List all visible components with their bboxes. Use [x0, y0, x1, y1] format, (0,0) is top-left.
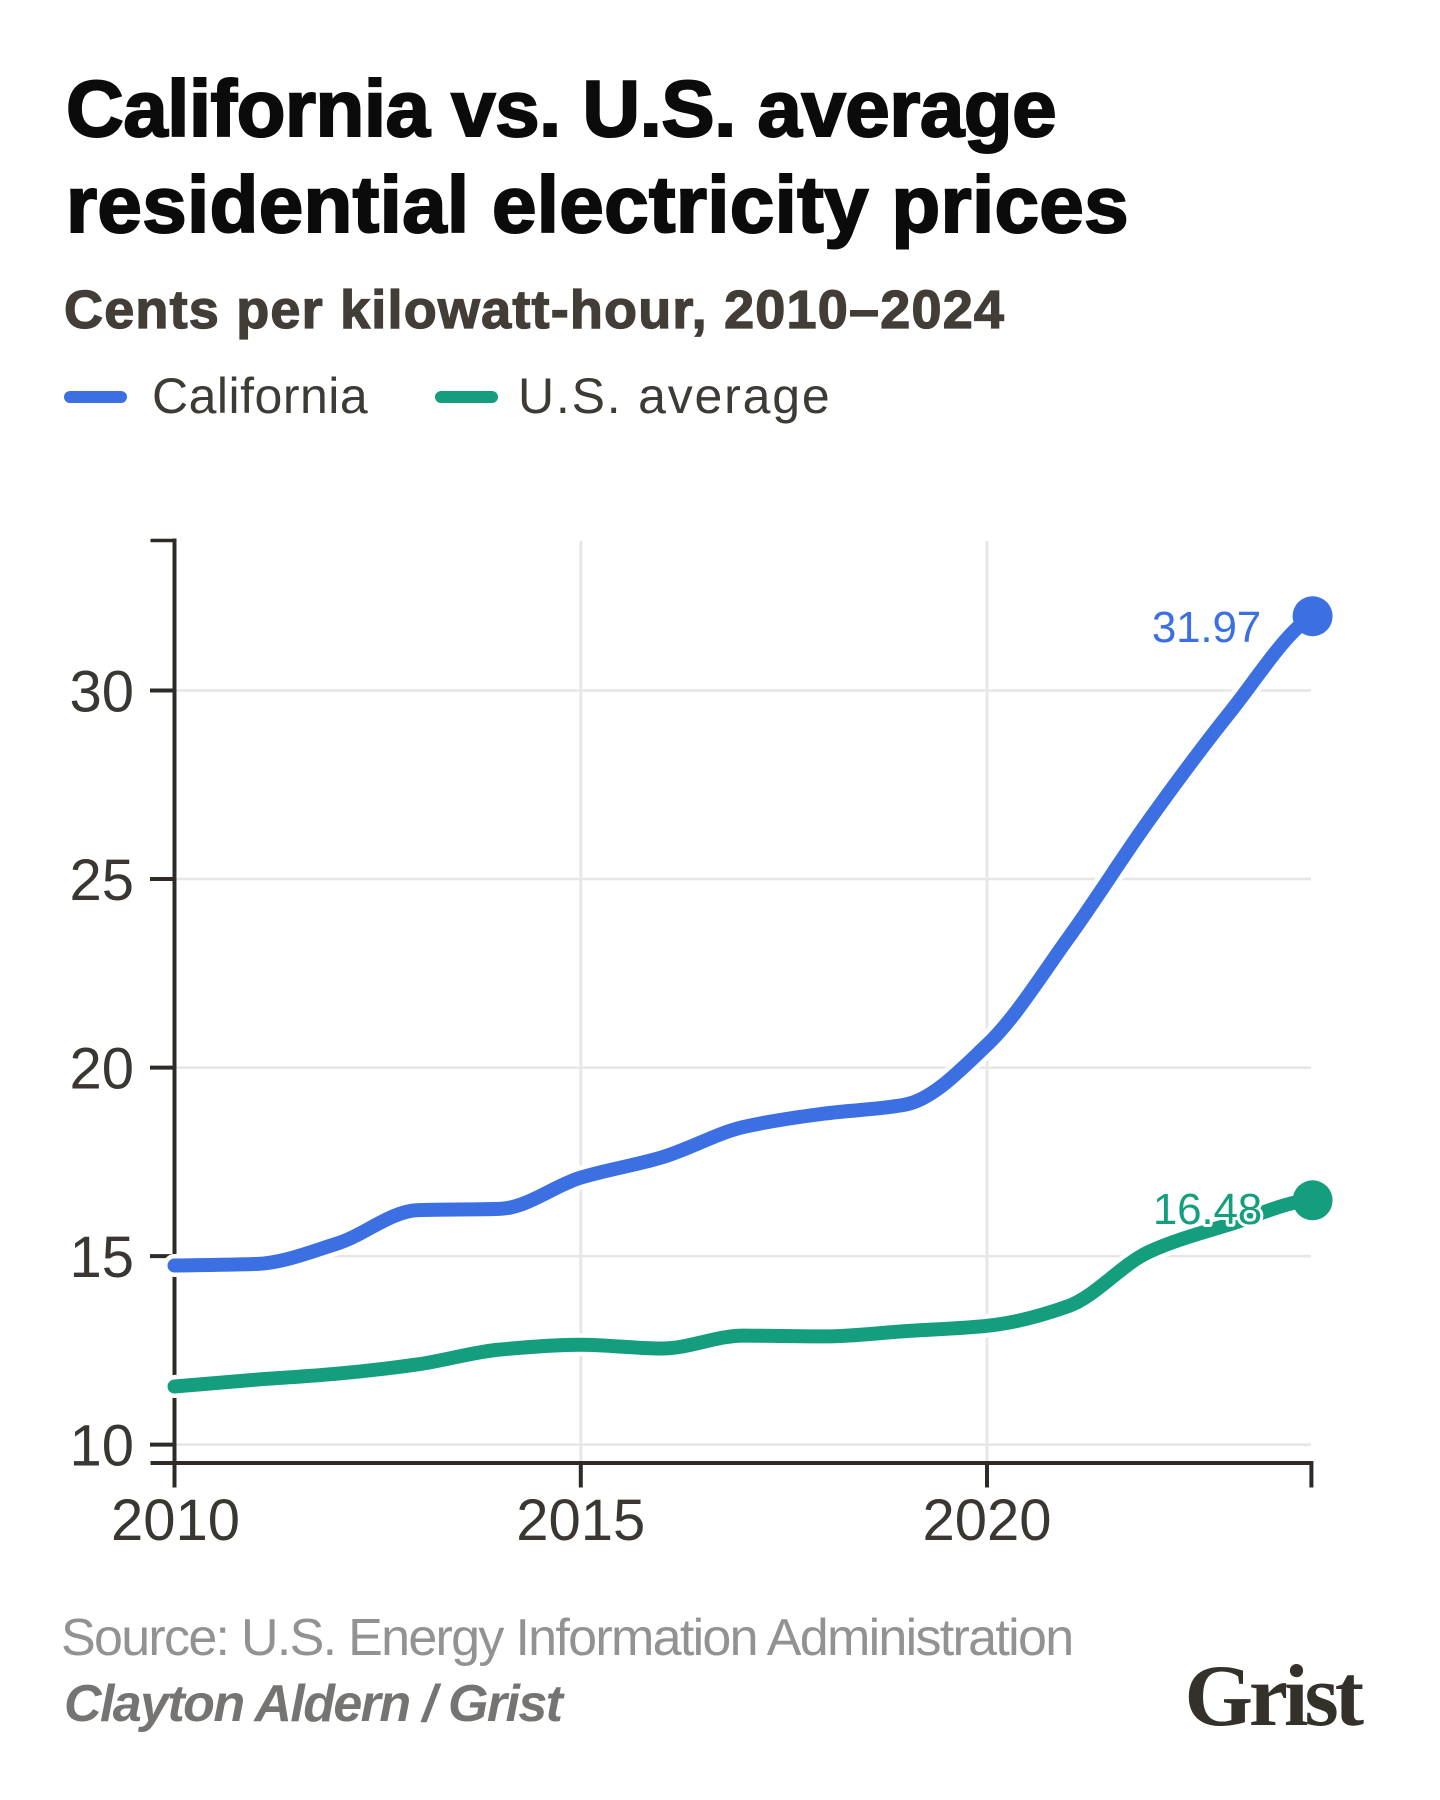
svg-text:30: 30: [69, 659, 134, 724]
svg-text:10: 10: [69, 1413, 134, 1478]
svg-text:16.48: 16.48: [1153, 1185, 1262, 1234]
svg-text:2015: 2015: [516, 1488, 645, 1553]
svg-text:20: 20: [69, 1036, 134, 1101]
svg-text:15: 15: [69, 1225, 134, 1290]
svg-text:2020: 2020: [922, 1488, 1051, 1553]
svg-text:2010: 2010: [111, 1488, 240, 1553]
svg-text:25: 25: [69, 848, 134, 913]
svg-text:31.97: 31.97: [1152, 603, 1261, 652]
